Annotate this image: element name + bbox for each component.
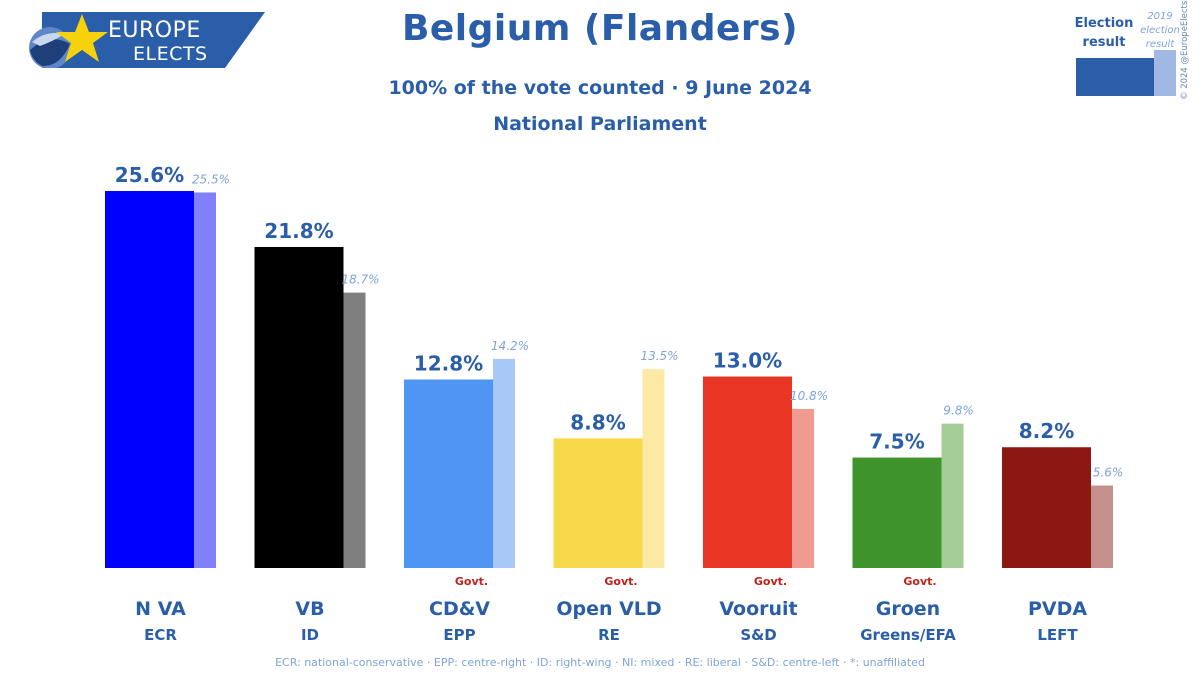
bar-previous-6	[1091, 485, 1113, 568]
legend-previous-swatch	[1154, 50, 1176, 96]
bar-previous-1	[343, 292, 366, 568]
party-group-5: Greens/EFA	[860, 626, 956, 644]
bar-current-6	[1002, 447, 1091, 568]
bar-current-5	[852, 457, 942, 568]
bar-current-2	[404, 379, 493, 568]
value-label-current-5: 7.5%	[869, 430, 924, 454]
value-label-current-6: 8.2%	[1019, 419, 1074, 443]
chart-subtitle-body: National Parliament	[493, 113, 707, 135]
legend-previous-label: 2019 election result	[1140, 11, 1180, 50]
party-group-6: LEFT	[1037, 626, 1078, 644]
value-label-previous-3: 13.5%	[640, 349, 678, 363]
bar-previous-0	[194, 192, 216, 568]
value-label-previous-4: 10.8%	[790, 389, 828, 403]
bar-current-4	[703, 376, 792, 568]
bar-current-0	[105, 191, 194, 568]
bar-previous-5	[941, 423, 964, 568]
value-label-current-2: 12.8%	[414, 352, 483, 376]
party-name-0: N VA	[135, 598, 186, 620]
value-label-current-1: 21.8%	[264, 219, 333, 243]
bar-current-3	[553, 438, 643, 568]
logo-globe-highlight	[32, 33, 64, 46]
logo-text-elects: ELECTS	[133, 43, 208, 65]
party-name-6: PVDA	[1027, 598, 1088, 620]
value-label-previous-2: 14.2%	[491, 339, 529, 353]
bar-current-1	[254, 246, 344, 568]
legend-current-swatch	[1076, 58, 1154, 96]
europe-elects-logo: EUROPE ELECTS	[20, 12, 265, 68]
bar-previous-3	[642, 369, 665, 568]
star-icon	[56, 14, 108, 62]
value-label-previous-5: 9.8%	[943, 404, 974, 418]
value-label-previous-1: 18.7%	[341, 273, 379, 287]
govt-marker-2: Govt.	[454, 575, 489, 588]
govt-marker-5: Govt.	[903, 575, 937, 588]
party-group-4: S&D	[740, 626, 777, 644]
bar-previous-2	[493, 358, 515, 568]
value-label-current-0: 25.6%	[115, 163, 184, 187]
logo-text-europe: EUROPE	[108, 18, 201, 43]
footnote: ECR: national-conservative · EPP: centre…	[275, 656, 925, 669]
govt-marker-3: Govt.	[604, 575, 638, 588]
party-name-4: Vooruit	[719, 598, 798, 620]
party-name-3: Open VLD	[556, 598, 662, 620]
party-group-0: ECR	[144, 626, 177, 644]
legend: Election result 2019 election result	[1070, 10, 1185, 102]
logo-banner	[42, 12, 265, 68]
value-label-previous-6: 5.6%	[1093, 466, 1124, 480]
bar-previous-4	[792, 408, 814, 568]
party-group-3: RE	[598, 626, 620, 644]
logo-graphic	[29, 12, 265, 68]
govt-marker-4: Govt.	[753, 575, 788, 588]
value-label-previous-0: 25.5%	[192, 172, 230, 186]
party-group-2: EPP	[443, 626, 476, 644]
party-name-2: CD&V	[429, 598, 490, 620]
chart-subtitle: 100% of the vote counted · 9 June 2024	[388, 77, 812, 99]
party-name-1: VB	[295, 598, 325, 620]
party-group-1: ID	[300, 626, 320, 644]
value-label-current-3: 8.8%	[570, 410, 625, 434]
party-name-5: Groen	[875, 598, 941, 620]
legend-current-label: Election result	[1074, 16, 1134, 50]
chart-title: Belgium (Flanders)	[401, 8, 799, 49]
value-label-current-4: 13.0%	[713, 349, 782, 373]
